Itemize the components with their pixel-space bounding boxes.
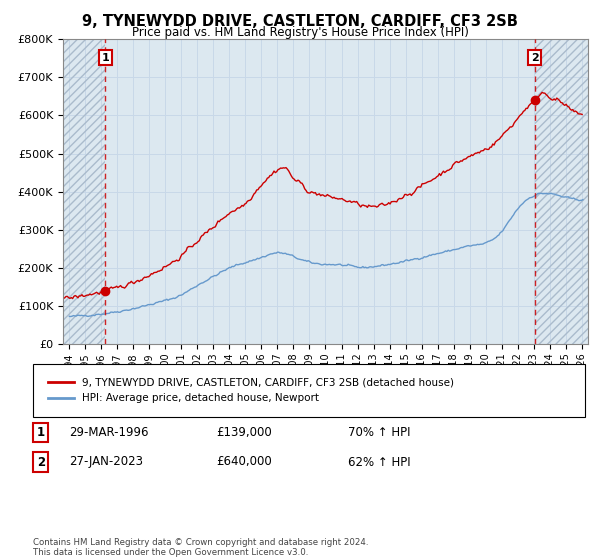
- Text: Price paid vs. HM Land Registry's House Price Index (HPI): Price paid vs. HM Land Registry's House …: [131, 26, 469, 39]
- Text: 27-JAN-2023: 27-JAN-2023: [69, 455, 143, 469]
- Text: 70% ↑ HPI: 70% ↑ HPI: [348, 426, 410, 439]
- Text: £139,000: £139,000: [216, 426, 272, 439]
- Text: 2: 2: [531, 53, 539, 63]
- Text: £640,000: £640,000: [216, 455, 272, 469]
- Bar: [535, 39, 588, 344]
- Text: 1: 1: [37, 426, 45, 439]
- FancyBboxPatch shape: [33, 364, 585, 417]
- Text: 29-MAR-1996: 29-MAR-1996: [69, 426, 149, 439]
- Bar: [63, 39, 105, 344]
- Text: 1: 1: [101, 53, 109, 63]
- Text: 2: 2: [37, 455, 45, 469]
- Text: Contains HM Land Registry data © Crown copyright and database right 2024.
This d: Contains HM Land Registry data © Crown c…: [33, 538, 368, 557]
- Text: 62% ↑ HPI: 62% ↑ HPI: [348, 455, 410, 469]
- Text: 9, TYNEWYDD DRIVE, CASTLETON, CARDIFF, CF3 2SB: 9, TYNEWYDD DRIVE, CASTLETON, CARDIFF, C…: [82, 14, 518, 29]
- Legend: 9, TYNEWYDD DRIVE, CASTLETON, CARDIFF, CF3 2SB (detached house), HPI: Average pr: 9, TYNEWYDD DRIVE, CASTLETON, CARDIFF, C…: [44, 374, 458, 407]
